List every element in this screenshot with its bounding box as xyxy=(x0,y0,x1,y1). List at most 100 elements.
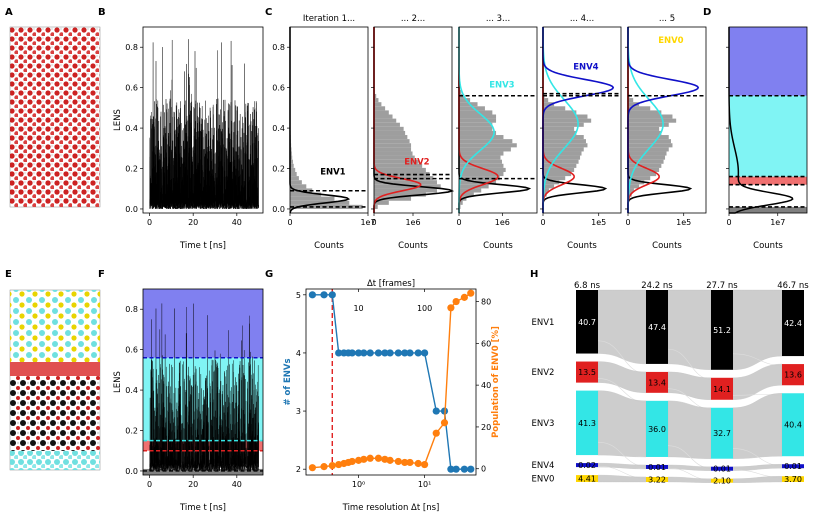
panel-b-ytick-label: 0.4 xyxy=(125,124,138,133)
histogram-bar xyxy=(459,139,513,144)
histogram-bar xyxy=(290,196,335,201)
series-point xyxy=(366,349,374,357)
sankey-value-label: 41.3 xyxy=(578,419,596,428)
panel-c-ytick-label: 0.8 xyxy=(272,43,285,52)
panel-c-xtick-label: 1e6 xyxy=(405,218,420,227)
series-point xyxy=(374,349,383,357)
histogram-bar xyxy=(628,151,667,156)
histogram-bar xyxy=(459,126,493,131)
panel-c-xtick-label: 1e5 xyxy=(676,218,691,227)
histogram-bar xyxy=(628,180,645,185)
sankey-node xyxy=(782,464,804,469)
histogram-bar xyxy=(628,163,662,168)
histogram-bar xyxy=(543,130,577,136)
panel-b-ylabel: LENS xyxy=(113,109,123,131)
sankey-flow xyxy=(732,464,783,471)
sankey-value-label: 13.4 xyxy=(648,378,666,387)
histogram-bar xyxy=(628,98,634,103)
sankey-env-label: ENV2 xyxy=(532,368,555,378)
histogram-bar xyxy=(374,93,377,99)
histogram-bar xyxy=(628,171,657,177)
region-band xyxy=(729,176,807,185)
series-line xyxy=(312,292,472,469)
sankey-value-label: 0.01 xyxy=(713,465,731,474)
sankey-value-label: 14.1 xyxy=(713,385,731,394)
series-point xyxy=(320,291,328,299)
histogram-bar xyxy=(374,106,386,111)
panel-g-left-ytick-label: 5 xyxy=(296,291,301,300)
panel-c-xlabel: Counts xyxy=(567,241,597,251)
histogram-bar xyxy=(374,114,393,119)
panel-c-frame xyxy=(289,26,369,214)
panel-letter-e: E xyxy=(5,269,12,280)
histogram-bar xyxy=(374,155,415,160)
histogram-bar xyxy=(628,176,651,181)
sankey-value-label: 13.6 xyxy=(784,371,802,380)
panel-g-right-ytick-label: 60 xyxy=(481,339,491,348)
histogram-bar xyxy=(374,167,426,172)
histogram-bar xyxy=(374,126,404,131)
panel-g-top-xlabel: Δt [frames] xyxy=(367,279,415,289)
sankey-node xyxy=(646,400,668,457)
panel-letter-b: B xyxy=(98,7,106,18)
series-point xyxy=(452,297,460,306)
sankey-value-label: 4.41 xyxy=(578,475,596,484)
histogram-bar xyxy=(374,139,410,144)
sankey-value-label: 36.0 xyxy=(648,425,666,434)
panel-c-title: Iteration 1... xyxy=(303,14,355,24)
series-point xyxy=(328,291,336,299)
histogram-bar xyxy=(543,176,566,181)
panel-g-xtick-label: 10¹ xyxy=(418,480,431,489)
histogram-bar xyxy=(290,151,292,156)
histogram-bar xyxy=(459,102,478,107)
panel-c-title: ... 5 xyxy=(659,14,675,24)
series-point xyxy=(335,349,343,357)
histogram-bar xyxy=(628,102,640,107)
series-point xyxy=(467,465,475,473)
histogram-bar xyxy=(459,135,504,140)
panel-b-frame xyxy=(142,26,264,214)
histogram-bar xyxy=(543,98,549,103)
sankey-node xyxy=(576,290,598,354)
histogram-bar xyxy=(374,163,423,168)
panel-c-xtick-label: 0 xyxy=(287,218,292,227)
series-point xyxy=(421,460,429,469)
panel-b-xlabel: Time t [ns] xyxy=(179,241,226,251)
series-point xyxy=(394,457,402,466)
panel-b-ytick-label: 0.8 xyxy=(125,43,138,52)
histogram-bar xyxy=(374,159,419,164)
histogram-bar xyxy=(459,143,517,148)
panel-c-xlabel: Counts xyxy=(314,241,344,251)
region-band xyxy=(729,206,807,213)
histogram-bar xyxy=(374,147,412,152)
sankey-time-label: 6.8 ns xyxy=(574,281,601,291)
panel-letter-a: A xyxy=(5,7,13,18)
histogram-bar xyxy=(459,110,493,115)
panel-f-frame xyxy=(142,288,264,476)
panel-f-xtick-label: 0 xyxy=(147,480,152,489)
sankey-flow xyxy=(732,476,783,483)
panel-letter-f: F xyxy=(98,269,105,280)
histogram-bar xyxy=(459,167,506,172)
histogram-bar xyxy=(290,167,296,172)
panel-g-ylabel-right: Population of ENV0 [%] xyxy=(491,326,501,438)
panel-c-title: ... 2... xyxy=(401,14,425,24)
sankey-flow xyxy=(597,390,647,458)
region-band xyxy=(729,27,807,96)
sankey-value-label: 3.22 xyxy=(648,475,666,484)
sankey-value-label: 3.70 xyxy=(784,475,802,484)
sankey-flow xyxy=(667,464,712,471)
series-point xyxy=(354,349,363,357)
panel-c-xtick-label: 0 xyxy=(371,218,376,227)
panel-letter-c: C xyxy=(265,7,272,18)
sankey-value-label: 2.10 xyxy=(713,477,731,486)
panel-g-right-ytick-label: 0 xyxy=(481,465,486,474)
sankey-flow xyxy=(667,476,712,483)
sankey-flow xyxy=(667,371,712,400)
panel-f-ytick-label: 0.6 xyxy=(125,346,138,355)
panel-b-xtick-label: 20 xyxy=(188,218,198,227)
histogram-bar xyxy=(628,122,669,127)
histogram-bar xyxy=(543,114,588,119)
sankey-time-label: 24.2 ns xyxy=(641,281,673,291)
histogram-bar xyxy=(459,118,497,123)
